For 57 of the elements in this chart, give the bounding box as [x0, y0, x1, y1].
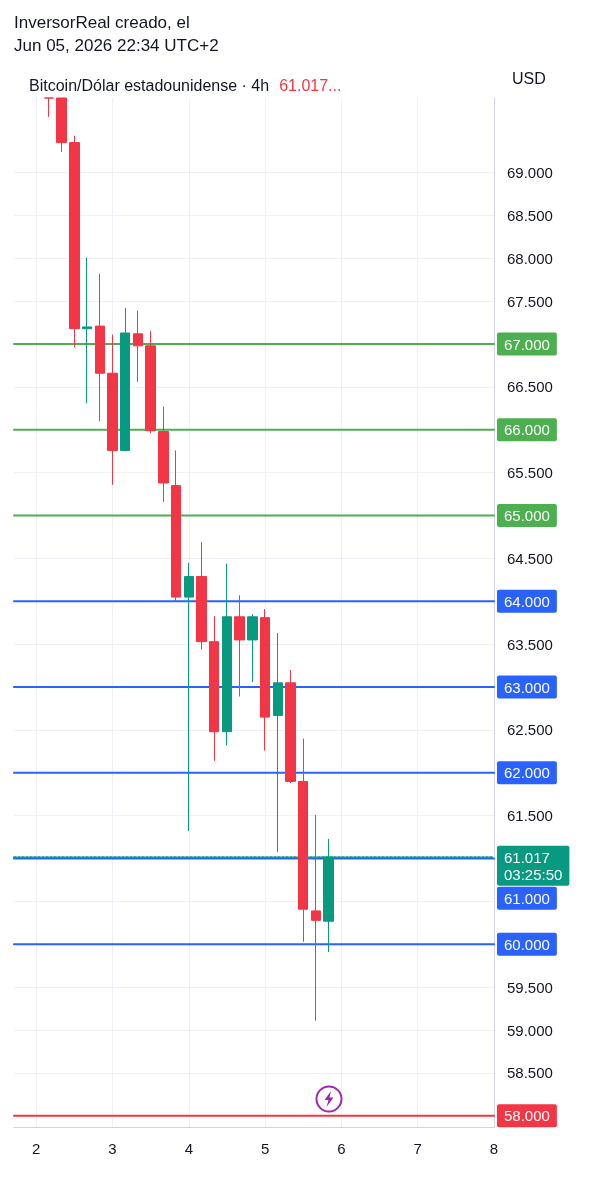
candlestick: [158, 406, 169, 503]
y-tick-label: 61.500: [507, 807, 553, 825]
chart-title: Bitcoin/Dólar estadounidense · 4h: [29, 76, 270, 94]
candlestick: [82, 257, 92, 404]
ref-line-label: 67.000: [504, 335, 550, 353]
y-tick-label: 67.500: [507, 292, 553, 310]
candlestick: [69, 135, 80, 349]
chart-subtitle: 61.017...: [279, 76, 342, 94]
y-tick-label: 58.500: [507, 1064, 553, 1082]
text: InversorReal creado, el: [14, 13, 190, 32]
ref-line-label: 61.017 03:25:50: [504, 848, 563, 883]
ref-line-label: 61.000: [504, 889, 550, 907]
candlestick: [311, 814, 321, 1022]
y-tick-label: 66.500: [507, 378, 553, 396]
candlestick: [56, 97, 67, 153]
candlestick: [222, 563, 232, 746]
candlestick: [285, 669, 296, 784]
x-tick-label: 8: [489, 1140, 499, 1157]
candlestick: [171, 449, 181, 602]
candlestick: [260, 608, 270, 752]
candlestick: [120, 307, 130, 452]
ref-line-label: 64.000: [504, 592, 550, 610]
y-tick-label: 69.000: [507, 164, 553, 182]
y-tick-label: 59.000: [507, 1021, 553, 1039]
candlestick: [145, 330, 156, 434]
x-tick-label: 7: [413, 1140, 422, 1157]
ref-line-label: 60.000: [504, 935, 550, 953]
x-tick-label: 6: [337, 1140, 346, 1157]
ref-line-label: 66.000: [504, 421, 550, 439]
ref-line-label: 63.000: [504, 678, 550, 696]
y-tick-label: 62.500: [507, 721, 553, 739]
candlestick: [95, 273, 105, 422]
x-tick-label: 5: [260, 1140, 270, 1157]
y-tick-label: 64.500: [507, 549, 553, 567]
y-tick-label: 63.500: [507, 635, 553, 653]
x-tick-label: 4: [184, 1140, 194, 1157]
candlestick: [298, 738, 308, 943]
candlestick: [247, 613, 258, 683]
y-tick-label: 59.500: [507, 978, 553, 996]
candlestick: [107, 334, 118, 486]
ref-line-label: 62.000: [504, 764, 550, 782]
y-tick-label: 68.500: [507, 206, 553, 224]
candlestick: [184, 562, 194, 832]
candlestick: [196, 541, 207, 650]
y-axis-title: USD: [512, 69, 546, 87]
x-tick-label: 2: [32, 1140, 41, 1157]
candlestick: [234, 594, 245, 698]
y-tick-label: 68.000: [507, 249, 553, 267]
candlestick: [133, 310, 143, 383]
candlestick: [209, 615, 219, 762]
candlestick: [44, 97, 54, 118]
candlestick: [273, 632, 283, 853]
x-tick-label: 3: [108, 1140, 117, 1157]
y-tick-label: 65.500: [507, 464, 553, 482]
ref-line-label: 58.000: [504, 1107, 550, 1125]
ref-line-label: 65.000: [504, 507, 550, 525]
text: Jun 05, 2026 22:34 UTC+2: [14, 36, 219, 55]
